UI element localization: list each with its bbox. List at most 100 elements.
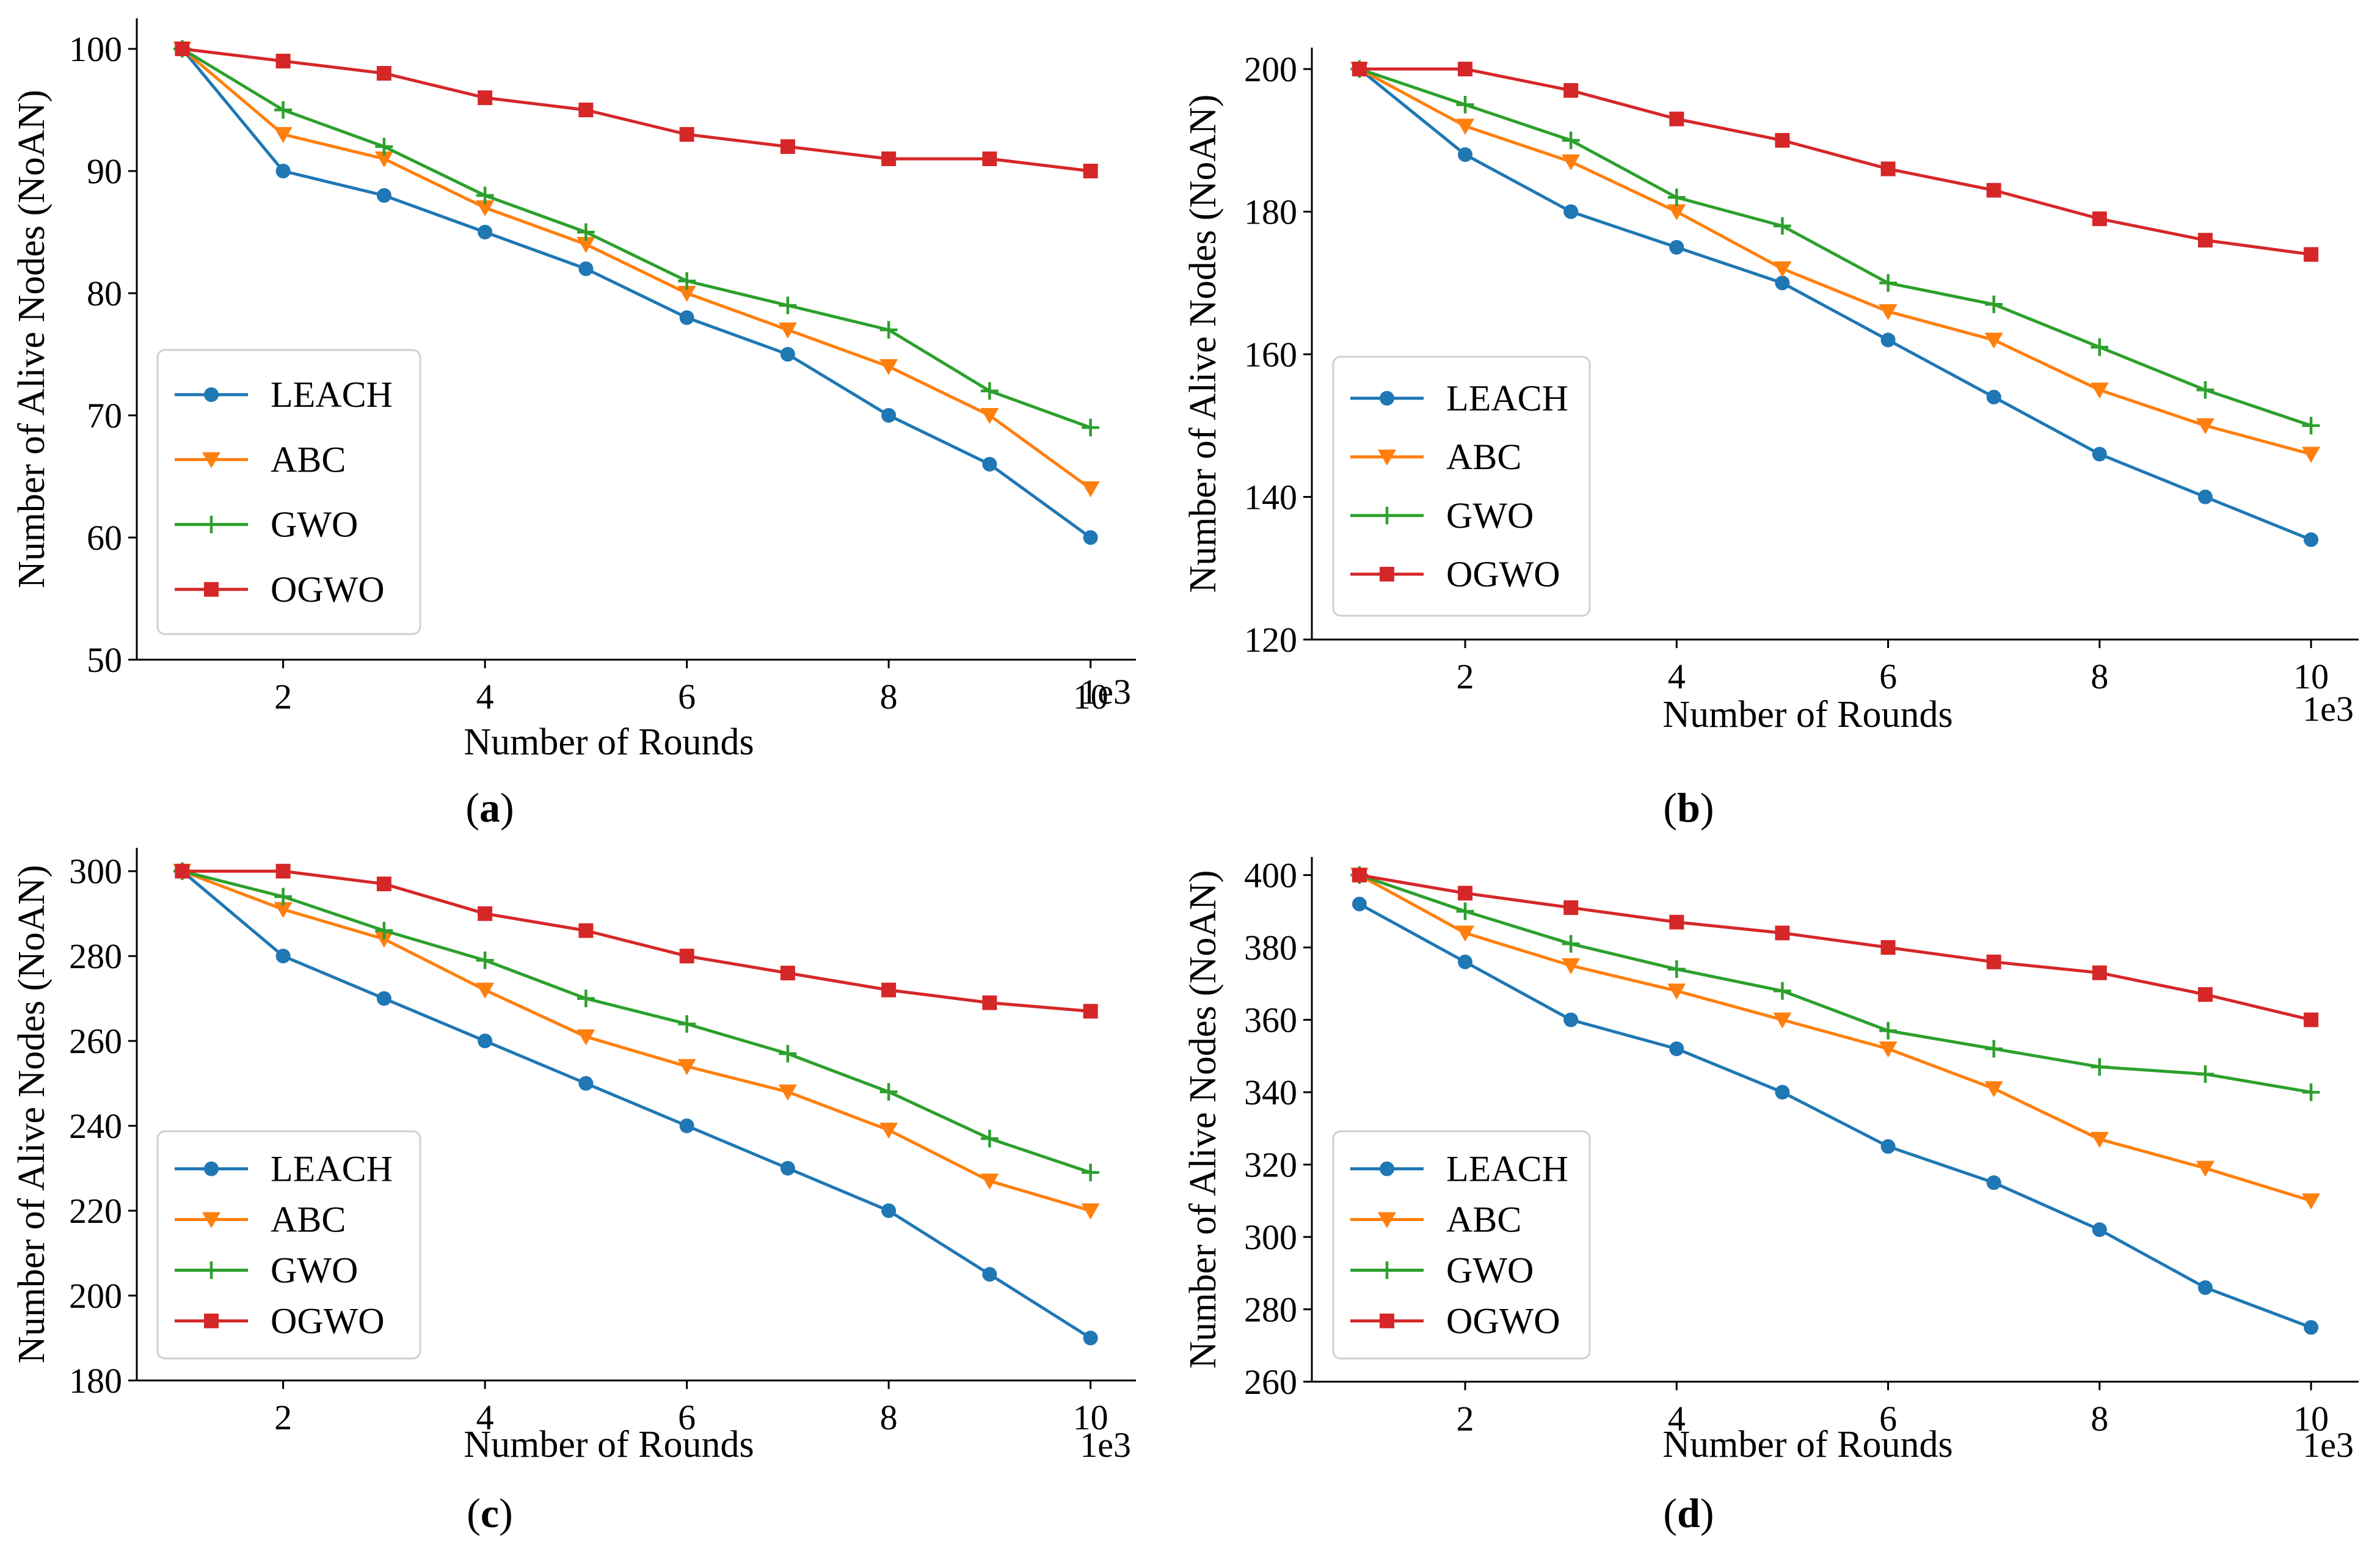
y-tick-label: 180 (69, 1361, 122, 1401)
y-tick-label: 380 (1244, 928, 1297, 968)
legend: LEACH ABC GWO OGWO (156, 349, 421, 635)
x-offset-text: 1e3 (1080, 672, 1131, 712)
data-point (678, 1015, 696, 1033)
legend-entry-leach: LEACH (175, 1149, 393, 1189)
data-point (679, 1118, 694, 1134)
data-point (982, 151, 997, 166)
data-point (780, 347, 795, 362)
data-point (879, 1123, 898, 1139)
data-point (780, 139, 795, 154)
series-line-gwo (181, 869, 1091, 1174)
y-tick-label: 300 (69, 851, 122, 891)
data-point (577, 237, 595, 253)
data-point (2091, 1058, 2109, 1076)
data-point (1456, 902, 1474, 921)
series-gwo (173, 862, 1100, 1181)
y-tick-label: 50 (87, 640, 122, 680)
data-point (274, 127, 293, 144)
data-point (1563, 900, 1579, 915)
legend-swatch-marker (202, 1212, 220, 1228)
data-point (1879, 1021, 1897, 1040)
y-tick-label: 120 (1244, 620, 1297, 660)
data-point (780, 1161, 795, 1176)
legend-label: OGWO (271, 1301, 385, 1341)
panel-label: (a) (465, 784, 514, 831)
y-tick-label: 160 (1244, 335, 1297, 374)
data-point (577, 990, 595, 1008)
data-point (1562, 958, 1581, 974)
data-point (376, 877, 391, 892)
data-point (982, 457, 997, 472)
data-point (275, 864, 291, 879)
x-tick-label: 10 (1073, 677, 1108, 717)
data-point (1352, 62, 1367, 77)
y-tick-label: 80 (87, 274, 122, 313)
data-point (1879, 304, 1898, 321)
legend-label: OGWO (271, 569, 385, 610)
data-point (2196, 1161, 2214, 1177)
data-point (1984, 332, 2003, 349)
data-point (478, 225, 493, 239)
series-ogwo (1352, 62, 2319, 262)
data-point (577, 1029, 595, 1046)
legend-swatch-marker (1378, 450, 1396, 466)
legend-label: GWO (1446, 495, 1534, 536)
series-line-leach (1358, 68, 2312, 541)
y-tick-label: 180 (1244, 192, 1297, 232)
data-point (1986, 954, 2001, 969)
data-point (1562, 131, 1580, 150)
data-point (1456, 925, 1475, 942)
data-point (1985, 1040, 2003, 1058)
data-point (275, 54, 291, 68)
data-point (879, 1083, 898, 1101)
legend-swatch-marker (1380, 1161, 1394, 1176)
data-point (980, 408, 999, 425)
data-point (2092, 447, 2107, 462)
data-point (476, 951, 494, 969)
legend-label: OGWO (1446, 554, 1560, 594)
x-offset-text: 1e3 (1080, 1425, 1131, 1465)
y-tick-label: 220 (69, 1191, 122, 1231)
data-point (1562, 935, 1580, 953)
data-point (1562, 154, 1581, 171)
x-offset-text: 1e3 (2302, 689, 2354, 729)
data-point (578, 1076, 594, 1091)
y-tick-label: 200 (69, 1276, 122, 1316)
data-point (274, 902, 293, 918)
series-line-gwo (1359, 873, 2312, 1094)
legend-swatch-marker (202, 1261, 220, 1279)
data-point (1458, 62, 1473, 77)
data-point (2092, 211, 2107, 227)
legend-swatch-marker (204, 387, 219, 403)
data-point (1986, 1175, 2001, 1191)
x-tick-label: 8 (2091, 1399, 2108, 1438)
data-point (1667, 960, 1686, 979)
data-point (274, 888, 293, 906)
data-point (1986, 390, 2001, 405)
series-line-gwo (181, 47, 1091, 429)
legend-swatch-marker (204, 1313, 219, 1329)
y-axis-label: Number of Alive Nodes (NoAN) (1182, 870, 1224, 1368)
x-tick-label: 6 (1879, 657, 1897, 696)
data-point (1667, 204, 1686, 221)
legend-swatch-marker (1378, 1212, 1396, 1228)
legend-entry-ogwo: OGWO (175, 1301, 385, 1341)
legend-swatch-marker (204, 1161, 219, 1176)
y-tick-label: 280 (69, 936, 122, 976)
series-line-abc (1358, 873, 2312, 1203)
data-point (1563, 1012, 1579, 1027)
legend-label: ABC (271, 439, 346, 479)
data-point (1352, 867, 1367, 883)
legend-entry-gwo: GWO (1350, 1250, 1534, 1291)
data-point (1775, 1085, 1790, 1100)
y-tick-label: 280 (1244, 1290, 1297, 1330)
data-point (1458, 147, 1473, 162)
data-point (1667, 983, 1686, 1000)
legend-label: ABC (1446, 437, 1521, 477)
y-tick-label: 200 (1244, 49, 1297, 89)
data-point (376, 991, 391, 1006)
data-point (374, 932, 393, 948)
x-tick-label: 4 (1668, 1399, 1686, 1438)
